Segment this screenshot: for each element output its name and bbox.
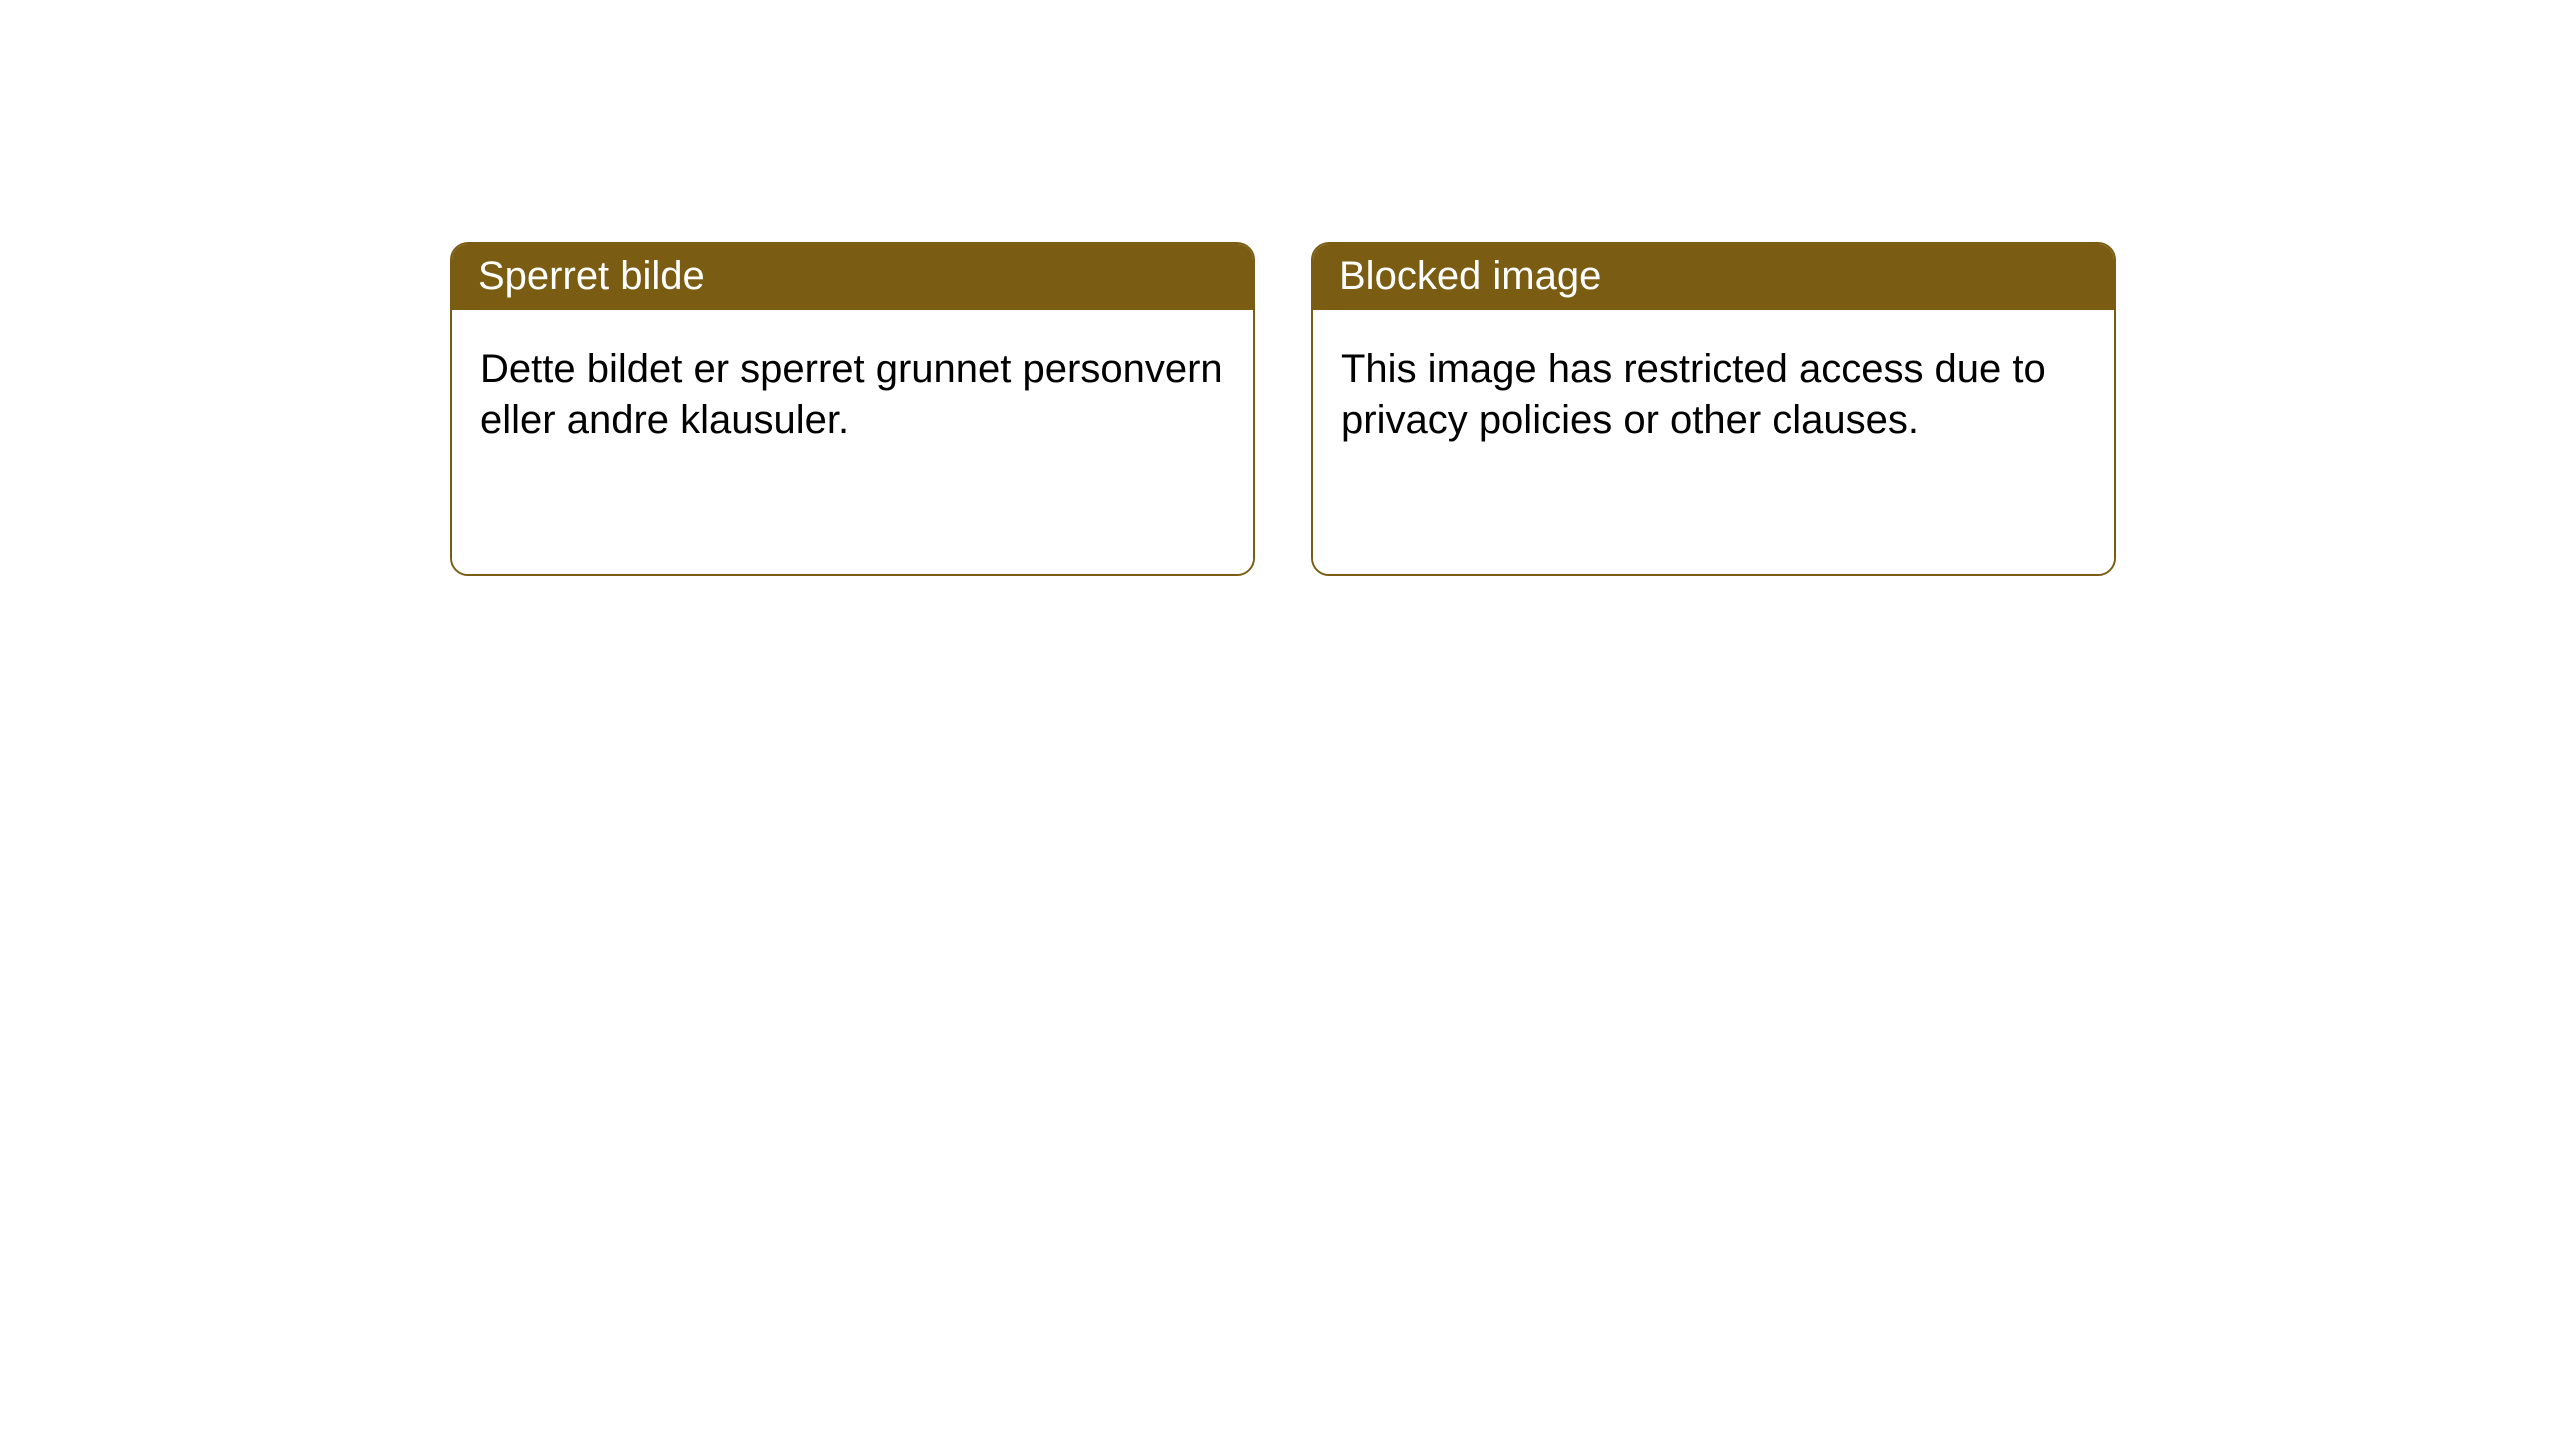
notice-container: Sperret bilde Dette bildet er sperret gr… [0, 0, 2560, 576]
notice-title: Blocked image [1313, 244, 2114, 310]
notice-box-norwegian: Sperret bilde Dette bildet er sperret gr… [450, 242, 1255, 576]
notice-title: Sperret bilde [452, 244, 1253, 310]
notice-box-english: Blocked image This image has restricted … [1311, 242, 2116, 576]
notice-message: Dette bildet er sperret grunnet personve… [452, 310, 1253, 574]
notice-message: This image has restricted access due to … [1313, 310, 2114, 574]
